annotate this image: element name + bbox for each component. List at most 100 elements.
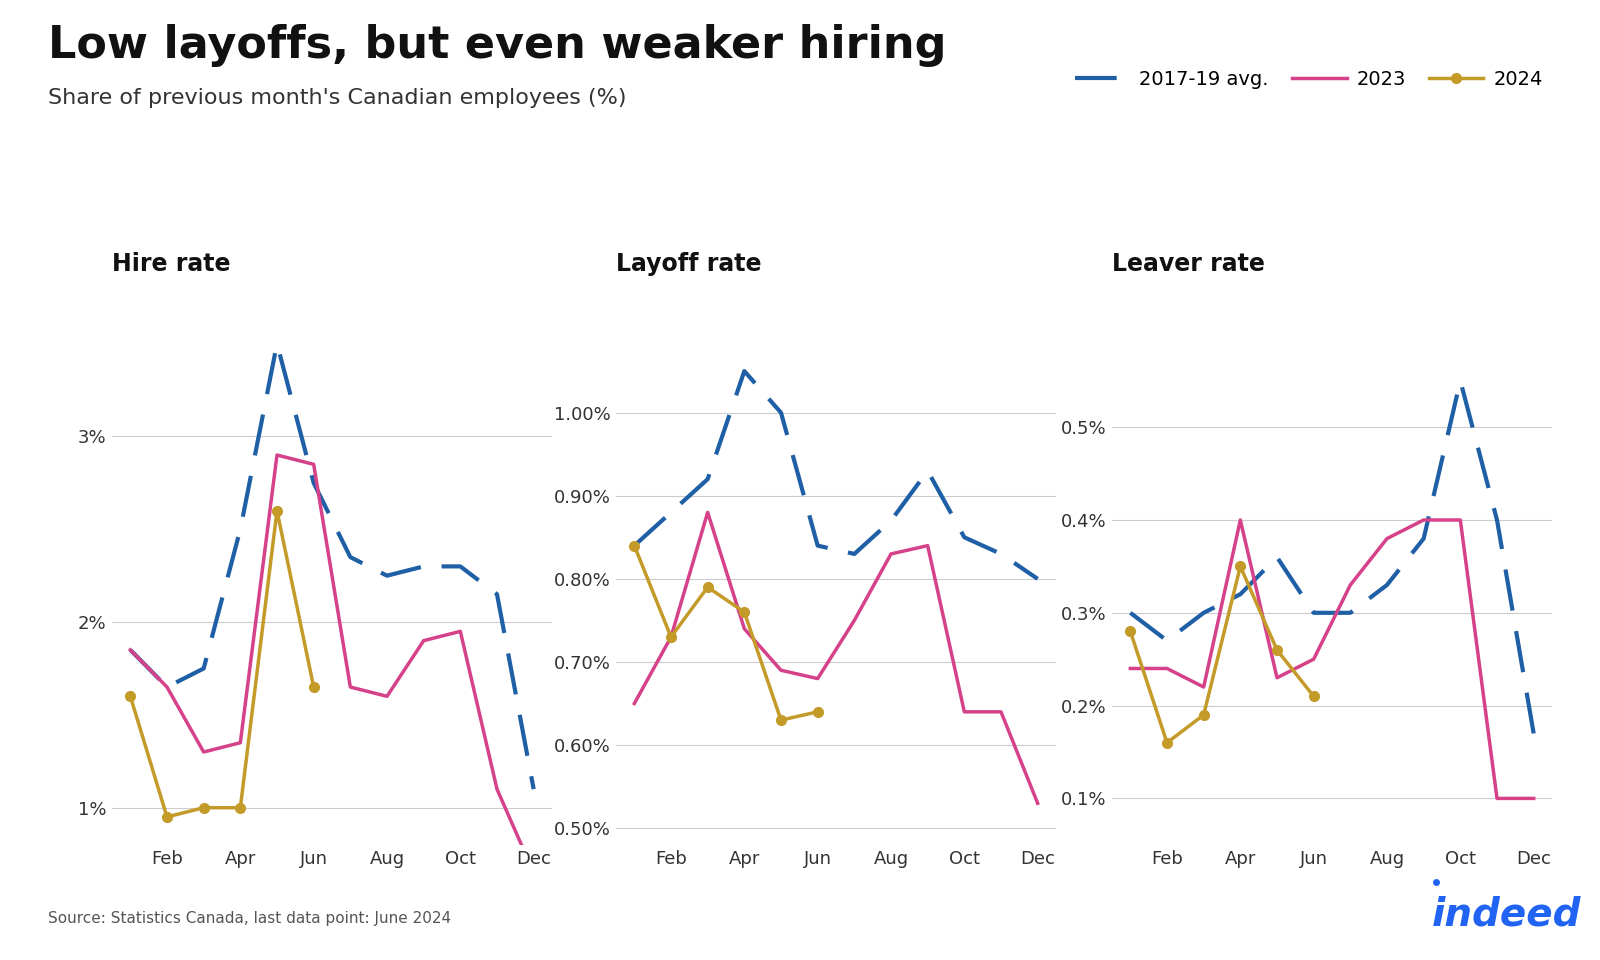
Text: Source: Statistics Canada, last data point: June 2024: Source: Statistics Canada, last data poi…: [48, 911, 451, 926]
2017-19 avg.: [378, 570, 397, 582]
2023: [525, 867, 544, 878]
2017-19 avg.: [1341, 607, 1360, 618]
2023: [771, 664, 790, 676]
2017-19 avg.: [771, 407, 790, 419]
2023: [1304, 654, 1323, 665]
2023: [1029, 798, 1048, 809]
2017-19 avg.: [808, 540, 827, 551]
2023: [120, 644, 139, 656]
2023: [1230, 515, 1250, 526]
2017-19 avg.: [1488, 515, 1507, 526]
Line: 2023: 2023: [634, 513, 1038, 804]
Line: 2024: 2024: [1125, 562, 1318, 748]
2023: [1451, 515, 1470, 526]
2017-19 avg.: [1414, 533, 1434, 544]
2023: [882, 548, 901, 560]
2017-19 avg.: [955, 532, 974, 543]
Text: Share of previous month's Canadian employees (%): Share of previous month's Canadian emplo…: [48, 88, 627, 108]
2017-19 avg.: [734, 366, 754, 377]
2023: [1378, 533, 1397, 544]
2024: [304, 682, 323, 693]
2024: [771, 714, 790, 726]
2024: [1120, 626, 1139, 637]
Line: 2017-19 avg.: 2017-19 avg.: [1130, 381, 1534, 733]
Text: Hire rate: Hire rate: [112, 252, 230, 276]
2023: [734, 623, 754, 635]
2024: [1230, 561, 1250, 572]
2017-19 avg.: [1267, 551, 1286, 563]
2023: [304, 459, 323, 470]
2023: [378, 690, 397, 702]
2017-19 avg.: [157, 682, 176, 693]
2017-19 avg.: [488, 588, 507, 600]
2023: [451, 626, 470, 637]
2017-19 avg.: [451, 561, 470, 572]
2017-19 avg.: [624, 540, 643, 551]
Line: 2023: 2023: [1130, 520, 1534, 799]
2017-19 avg.: [992, 548, 1011, 560]
2023: [1525, 793, 1544, 804]
2017-19 avg.: [1194, 607, 1213, 618]
2017-19 avg.: [1451, 375, 1470, 387]
2017-19 avg.: [698, 473, 717, 485]
2017-19 avg.: [120, 644, 139, 656]
2024: [1157, 737, 1176, 749]
2023: [661, 632, 680, 643]
Legend: 2017-19 avg., 2023, 2024: 2017-19 avg., 2023, 2024: [1067, 62, 1550, 97]
2023: [341, 682, 360, 693]
2023: [1488, 793, 1507, 804]
Text: Layoff rate: Layoff rate: [616, 252, 762, 276]
2023: [488, 783, 507, 795]
2017-19 avg.: [304, 477, 323, 489]
2024: [1194, 709, 1213, 721]
2024: [661, 632, 680, 643]
2023: [698, 507, 717, 518]
2023: [1267, 672, 1286, 684]
2024: [194, 802, 213, 813]
Line: 2017-19 avg.: 2017-19 avg.: [634, 372, 1038, 579]
Line: 2017-19 avg.: 2017-19 avg.: [130, 344, 534, 789]
2017-19 avg.: [1304, 607, 1323, 618]
2017-19 avg.: [661, 507, 680, 518]
2023: [845, 614, 864, 626]
Text: Low layoffs, but even weaker hiring: Low layoffs, but even weaker hiring: [48, 24, 947, 67]
Line: 2023: 2023: [130, 455, 534, 873]
2024: [624, 540, 643, 551]
2023: [1157, 662, 1176, 674]
2017-19 avg.: [845, 548, 864, 560]
2017-19 avg.: [230, 523, 250, 535]
2017-19 avg.: [194, 662, 213, 674]
2023: [1341, 579, 1360, 590]
2017-19 avg.: [882, 515, 901, 526]
2017-19 avg.: [1157, 635, 1176, 646]
2024: [267, 505, 286, 516]
Text: Leaver rate: Leaver rate: [1112, 252, 1266, 276]
2023: [1120, 662, 1139, 674]
2023: [230, 737, 250, 749]
Text: indeed: indeed: [1432, 895, 1581, 933]
2017-19 avg.: [1378, 579, 1397, 590]
2023: [808, 673, 827, 684]
2017-19 avg.: [918, 465, 938, 476]
2017-19 avg.: [267, 338, 286, 349]
2017-19 avg.: [414, 561, 434, 572]
2017-19 avg.: [525, 783, 544, 795]
2023: [1194, 682, 1213, 693]
2024: [808, 706, 827, 717]
2024: [1304, 690, 1323, 702]
2024: [230, 802, 250, 813]
2024: [157, 811, 176, 823]
2023: [1414, 515, 1434, 526]
2023: [194, 746, 213, 757]
2023: [624, 698, 643, 709]
2017-19 avg.: [1525, 728, 1544, 739]
2017-19 avg.: [341, 551, 360, 563]
2017-19 avg.: [1120, 607, 1139, 618]
2024: [698, 582, 717, 593]
2024: [1267, 644, 1286, 656]
Line: 2024: 2024: [629, 540, 822, 725]
2023: [955, 706, 974, 717]
2024: [734, 607, 754, 618]
2017-19 avg.: [1230, 588, 1250, 600]
2023: [157, 682, 176, 693]
